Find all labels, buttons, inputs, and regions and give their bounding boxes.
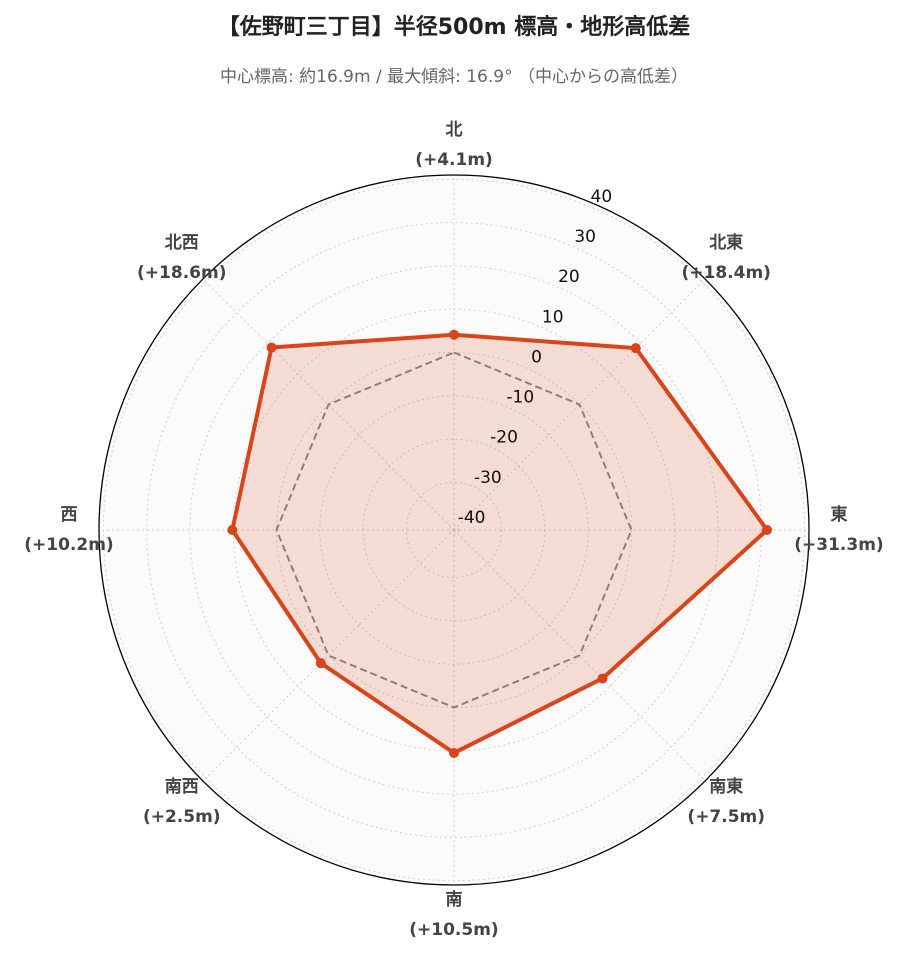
spoke-line bbox=[202, 529, 455, 782]
r-tick-label: -10 bbox=[506, 388, 534, 408]
r-tick-label: 0 bbox=[531, 347, 542, 367]
baseline-line bbox=[275, 351, 633, 709]
polar-frame bbox=[98, 174, 810, 886]
grid-circle bbox=[449, 525, 459, 535]
data-point bbox=[227, 525, 238, 535]
r-tick-label: -40 bbox=[458, 508, 486, 528]
category-value-label: (+18.6m) bbox=[137, 263, 226, 283]
r-tick-label: 30 bbox=[574, 227, 596, 247]
category-value-label: (+2.5m) bbox=[143, 807, 221, 827]
category-label: 北 bbox=[446, 120, 463, 140]
r-tick-label: 20 bbox=[558, 267, 580, 287]
r-tick-label: -30 bbox=[474, 468, 502, 488]
r-tick-label: 40 bbox=[591, 187, 613, 207]
category-label: 南 bbox=[446, 889, 463, 910]
data-point bbox=[597, 673, 608, 684]
spoke-line bbox=[202, 278, 455, 531]
category-label: 西 bbox=[61, 505, 78, 525]
category-value-label: (+10.5m) bbox=[409, 920, 498, 940]
r-tick-label: -20 bbox=[490, 428, 518, 448]
r-tick-label: 10 bbox=[542, 307, 564, 327]
data-point bbox=[315, 658, 326, 669]
grid-circle bbox=[189, 265, 719, 795]
spoke-line bbox=[453, 529, 706, 782]
category-label: 北東 bbox=[709, 232, 743, 253]
category-value-label: (+4.1m) bbox=[415, 150, 493, 170]
data-point bbox=[630, 343, 641, 354]
grid-circle bbox=[405, 481, 503, 579]
grid-circle bbox=[146, 222, 762, 838]
data-point bbox=[762, 525, 773, 535]
category-label: 北西 bbox=[165, 233, 199, 253]
category-value-label: (+7.5m) bbox=[687, 807, 765, 827]
data-point bbox=[266, 342, 277, 353]
grid-circle bbox=[319, 395, 589, 665]
category-value-label: (+18.4m) bbox=[682, 263, 771, 283]
category-label: 南西 bbox=[165, 776, 199, 797]
category-label: 南東 bbox=[709, 776, 743, 797]
data-point bbox=[449, 329, 459, 340]
chart-title: 【佐野町三丁目】半径500m 標高・地形高低差 bbox=[218, 14, 691, 40]
category-value-label: (+31.3m) bbox=[794, 535, 883, 555]
spoke-line bbox=[453, 278, 706, 531]
category-value-label: (+10.2m) bbox=[24, 535, 113, 555]
chart-subtitle: 中心標高: 約16.9m / 最大傾斜: 16.9° （中心からの高低差） bbox=[220, 67, 688, 87]
data-point bbox=[449, 747, 459, 758]
category-label: 東 bbox=[831, 504, 848, 525]
